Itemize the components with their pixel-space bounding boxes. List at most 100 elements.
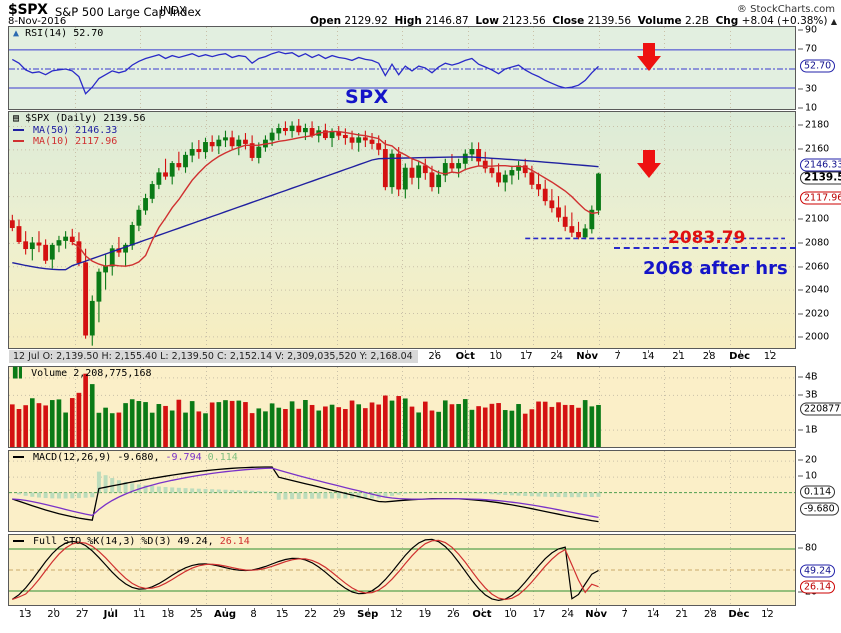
date-tick (167, 608, 169, 611)
date-tick (310, 608, 312, 611)
date-tick (82, 608, 84, 611)
open-value: 2129.92 (344, 15, 388, 27)
date-tick (738, 608, 740, 611)
axis-value-chip: 2146.33 (800, 158, 841, 172)
ma10-swatch (13, 140, 24, 142)
macd-legend-hist: 0.114 (207, 452, 238, 463)
date-tick (25, 608, 27, 611)
date-axis-label: 10 (489, 351, 503, 362)
date-tick (481, 608, 483, 611)
rsi-axis-tick: 70 (798, 44, 817, 55)
axis-value-chip: 0.114 (800, 485, 836, 499)
date-tick (567, 608, 569, 611)
macd-legend-signal: -9.794 (165, 452, 202, 463)
volume-value: 2.2B (685, 15, 709, 27)
sto-legend: Full STO %K(14,3) %D(3) 49.24, 26.14 (13, 536, 250, 547)
date-axis-label: 13 (18, 609, 32, 620)
axis-value-chip: 2117.96 (800, 191, 841, 205)
date-axis-label: 15 (275, 609, 289, 620)
price-plot (9, 112, 795, 348)
volume-axis-tick: 4B (798, 371, 818, 382)
macd-axis-tick: 20 (798, 454, 817, 465)
date-axis-label: Jul (103, 609, 118, 620)
date-tick (282, 608, 284, 611)
date-tick (709, 350, 711, 353)
sto-legend-main: Full STO %K(14,3) %D(3) 49.24, (33, 536, 214, 547)
date-axis-label: 28 (702, 351, 716, 362)
date-tick (453, 608, 455, 611)
date-tick (253, 608, 255, 611)
macd-plot (9, 451, 795, 531)
candle-icon: ▤ (13, 113, 20, 124)
price-panel: ▤ $SPX (Daily) 2139.56 MA(50) 2146.33 MA… (8, 111, 796, 349)
support-price-annotation: 2083.79 (668, 228, 746, 248)
date-tick (767, 608, 769, 611)
red-down-arrow-rsi (637, 43, 661, 71)
high-label: High (394, 15, 422, 27)
date-axis-label: Nov (585, 609, 608, 620)
macd-panel: MACD(12,26,9) -9.680, -9.794 0.114 (8, 450, 796, 532)
stochastics-panel: Full STO %K(14,3) %D(3) 49.24, 26.14 (8, 534, 796, 606)
low-value: 2123.56 (502, 15, 546, 27)
support-dash-line (614, 247, 796, 249)
date-tick (224, 608, 226, 611)
macd-legend: MACD(12,26,9) -9.680, -9.794 0.114 (13, 452, 238, 463)
bars-icon: ▊▌ (13, 368, 26, 379)
date-axis-middle: 26 Oct 10 17 24 Nov 7 14 21 28 Dec 12 (418, 350, 796, 364)
date-tick (587, 350, 589, 353)
date-tick (596, 608, 598, 611)
date-tick (681, 608, 683, 611)
date-tick (196, 608, 198, 611)
price-axis-tick: 2100 (798, 214, 829, 225)
red-down-arrow-price (637, 150, 661, 178)
date-tick (53, 608, 55, 611)
date-axis-label: Dec (728, 609, 750, 620)
volume-legend: ▊▌ Volume 2,208,775,168 (13, 368, 152, 379)
date-tick (653, 608, 655, 611)
date-axis-label: Sep (357, 609, 379, 620)
stochastics-plot (9, 535, 795, 605)
date-tick (424, 608, 426, 611)
date-axis-label: 27 (75, 609, 89, 620)
date-tick (539, 608, 541, 611)
date-axis-label: 12 (389, 609, 403, 620)
rsi-axis: 90 70 30 10 52.70 (798, 24, 841, 114)
up-triangle-icon: ▲ (830, 17, 838, 26)
date-tick (624, 608, 626, 611)
chg-label: Chg (715, 15, 739, 27)
date-axis-label: Nov (576, 351, 599, 362)
date-axis-label: 18 (161, 609, 175, 620)
price-legend: ▤ $SPX (Daily) 2139.56 MA(50) 2146.33 MA… (13, 113, 145, 147)
price-axis-tick: 2160 (798, 143, 829, 154)
date-axis-label: 14 (641, 351, 655, 362)
date-axis-label: 26 (428, 351, 442, 362)
date-axis-label: 12 (763, 351, 777, 362)
rsi-panel: ▲ RSI(14) 52.70 (8, 26, 796, 110)
date-axis-label: Oct (472, 609, 492, 620)
close-value: 2139.56 (587, 15, 632, 27)
date-axis-label: 24 (550, 351, 564, 362)
sto-axis-tick: 80 (798, 543, 817, 554)
date-axis-label: 7 (614, 351, 621, 362)
date-axis-label: 29 (332, 609, 346, 620)
date-axis-label: 20 (47, 609, 61, 620)
date-axis-bottom: 13 20 27 Jul 11 18 25 Aug 8 15 22 29 Sep 12 19 26 Oct 10 1… (8, 608, 796, 624)
date-axis-label: 21 (672, 351, 685, 362)
date-tick (770, 350, 772, 353)
ma50-label: MA(50) 2146.33 (33, 125, 118, 136)
symbol-exchange: INDX (160, 5, 187, 17)
spx-annotation-label: SPX (345, 86, 389, 108)
date-axis-label: 21 (675, 609, 689, 620)
date-axis-label: Aug (213, 609, 236, 620)
macd-axis: 20 10 0.114 -9.680 (798, 450, 841, 532)
high-value: 2146.87 (425, 15, 469, 27)
date-tick (648, 350, 650, 353)
date-tick (526, 350, 528, 353)
symbol-name: S&P 500 Large Cap Index (55, 5, 202, 19)
price-axis: 2180 2160 2100 2080 2060 2040 2020 2000 2146.33 2… (798, 111, 841, 349)
macd-legend-main: MACD(12,26,9) -9.680, (33, 452, 160, 463)
symbol-ticker: $SPX (8, 2, 48, 18)
chg-value: +8.04 (+0.38%) (741, 15, 828, 27)
after-hours-annotation: 2068 after hrs (643, 258, 788, 279)
